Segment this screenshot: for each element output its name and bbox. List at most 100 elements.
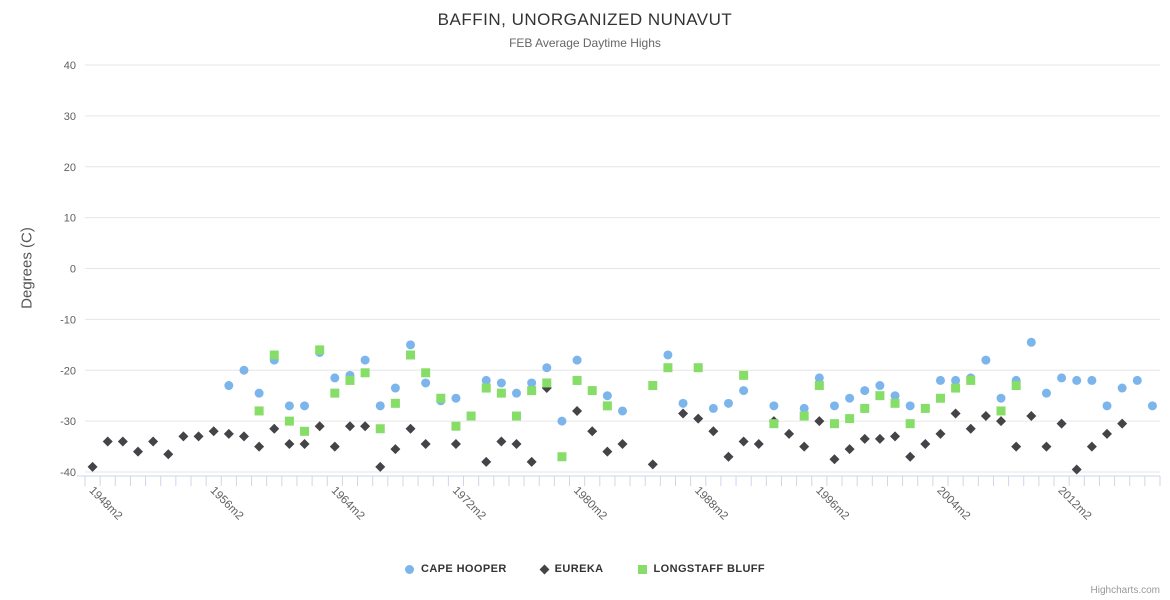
data-point-eureka[interactable] — [617, 439, 628, 450]
data-point-eureka[interactable] — [284, 439, 295, 450]
data-point-longstaff-bluff[interactable] — [390, 398, 400, 408]
legend-item-cape-hooper[interactable]: CAPE HOOPER — [404, 563, 507, 575]
data-point-cape-hooper[interactable] — [375, 401, 385, 411]
data-point-longstaff-bluff[interactable] — [315, 345, 325, 355]
data-point-eureka[interactable] — [905, 451, 916, 462]
data-point-eureka[interactable] — [511, 439, 522, 450]
data-point-eureka[interactable] — [1086, 441, 1097, 452]
data-point-longstaff-bluff[interactable] — [451, 421, 461, 431]
data-point-longstaff-bluff[interactable] — [799, 411, 809, 421]
data-point-eureka[interactable] — [980, 411, 991, 422]
data-point-longstaff-bluff[interactable] — [890, 398, 900, 408]
data-point-cape-hooper[interactable] — [254, 388, 264, 398]
data-point-cape-hooper[interactable] — [875, 381, 885, 391]
data-point-cape-hooper[interactable] — [814, 373, 824, 383]
data-point-eureka[interactable] — [329, 441, 340, 452]
data-point-longstaff-bluff[interactable] — [481, 383, 491, 393]
data-point-longstaff-bluff[interactable] — [284, 416, 294, 426]
data-point-eureka[interactable] — [678, 408, 689, 419]
data-point-longstaff-bluff[interactable] — [330, 388, 340, 398]
data-point-longstaff-bluff[interactable] — [512, 411, 522, 421]
data-point-cape-hooper[interactable] — [829, 401, 839, 411]
data-point-longstaff-bluff[interactable] — [966, 375, 976, 385]
data-point-eureka[interactable] — [269, 423, 280, 434]
data-point-longstaff-bluff[interactable] — [845, 414, 855, 424]
data-point-eureka[interactable] — [799, 441, 810, 452]
data-point-eureka[interactable] — [1071, 464, 1082, 475]
data-point-eureka[interactable] — [859, 433, 870, 444]
data-point-eureka[interactable] — [526, 456, 537, 467]
data-point-cape-hooper[interactable] — [739, 386, 749, 396]
data-point-longstaff-bluff[interactable] — [406, 350, 416, 360]
data-point-eureka[interactable] — [935, 428, 946, 439]
data-point-longstaff-bluff[interactable] — [951, 383, 961, 393]
data-point-eureka[interactable] — [481, 456, 492, 467]
data-point-cape-hooper[interactable] — [512, 388, 522, 398]
data-point-cape-hooper[interactable] — [527, 378, 537, 388]
data-point-longstaff-bluff[interactable] — [527, 386, 537, 396]
data-point-eureka[interactable] — [254, 441, 265, 452]
data-point-eureka[interactable] — [874, 433, 885, 444]
data-point-longstaff-bluff[interactable] — [814, 381, 824, 391]
data-point-eureka[interactable] — [1102, 428, 1113, 439]
data-point-cape-hooper[interactable] — [618, 406, 627, 416]
data-point-cape-hooper[interactable] — [890, 391, 900, 401]
data-point-eureka[interactable] — [450, 439, 461, 450]
data-point-longstaff-bluff[interactable] — [269, 350, 279, 360]
data-point-cape-hooper[interactable] — [1072, 375, 1082, 385]
data-point-cape-hooper[interactable] — [481, 375, 491, 385]
data-point-eureka[interactable] — [1011, 441, 1022, 452]
data-point-longstaff-bluff[interactable] — [829, 419, 839, 429]
data-point-eureka[interactable] — [602, 446, 613, 457]
data-point-eureka[interactable] — [102, 436, 113, 447]
data-point-eureka[interactable] — [193, 431, 204, 442]
data-point-cape-hooper[interactable] — [905, 401, 915, 411]
data-point-eureka[interactable] — [117, 436, 128, 447]
data-point-eureka[interactable] — [344, 421, 355, 432]
data-point-longstaff-bluff[interactable] — [602, 401, 612, 411]
data-point-eureka[interactable] — [814, 416, 825, 427]
data-point-cape-hooper[interactable] — [678, 398, 688, 408]
data-point-cape-hooper[interactable] — [1041, 388, 1051, 398]
data-point-eureka[interactable] — [920, 439, 931, 450]
data-point-cape-hooper[interactable] — [951, 375, 961, 385]
data-point-eureka[interactable] — [708, 426, 719, 437]
data-point-cape-hooper[interactable] — [845, 393, 855, 403]
data-point-eureka[interactable] — [299, 439, 310, 450]
data-point-eureka[interactable] — [784, 428, 795, 439]
highcharts-credit[interactable]: Highcharts.com — [1090, 585, 1160, 596]
data-point-longstaff-bluff[interactable] — [557, 452, 567, 462]
data-point-cape-hooper[interactable] — [769, 401, 779, 411]
data-point-cape-hooper[interactable] — [406, 340, 416, 350]
data-point-cape-hooper[interactable] — [360, 355, 370, 365]
data-point-longstaff-bluff[interactable] — [542, 378, 552, 388]
data-point-eureka[interactable] — [148, 436, 159, 447]
data-point-eureka[interactable] — [1117, 418, 1128, 429]
data-point-cape-hooper[interactable] — [1026, 337, 1036, 347]
data-point-eureka[interactable] — [587, 426, 598, 437]
data-point-cape-hooper[interactable] — [1132, 375, 1142, 385]
data-point-longstaff-bluff[interactable] — [739, 370, 749, 380]
data-point-eureka[interactable] — [223, 428, 234, 439]
data-point-eureka[interactable] — [1041, 441, 1052, 452]
data-point-eureka[interactable] — [647, 459, 658, 470]
data-point-eureka[interactable] — [360, 421, 371, 432]
data-point-eureka[interactable] — [178, 431, 189, 442]
data-point-eureka[interactable] — [950, 408, 961, 419]
data-point-eureka[interactable] — [132, 446, 143, 457]
data-point-cape-hooper[interactable] — [421, 378, 431, 388]
data-point-cape-hooper[interactable] — [708, 403, 718, 413]
data-point-cape-hooper[interactable] — [496, 378, 506, 388]
data-point-longstaff-bluff[interactable] — [572, 375, 582, 385]
data-point-eureka[interactable] — [753, 439, 764, 450]
data-point-eureka[interactable] — [208, 426, 219, 437]
data-point-cape-hooper[interactable] — [935, 375, 945, 385]
data-point-eureka[interactable] — [375, 461, 386, 472]
data-point-longstaff-bluff[interactable] — [769, 419, 779, 429]
data-point-eureka[interactable] — [163, 449, 174, 460]
data-point-longstaff-bluff[interactable] — [436, 393, 446, 403]
data-point-cape-hooper[interactable] — [602, 391, 612, 401]
data-point-eureka[interactable] — [844, 444, 855, 455]
data-point-cape-hooper[interactable] — [542, 363, 552, 373]
data-point-eureka[interactable] — [390, 444, 401, 455]
